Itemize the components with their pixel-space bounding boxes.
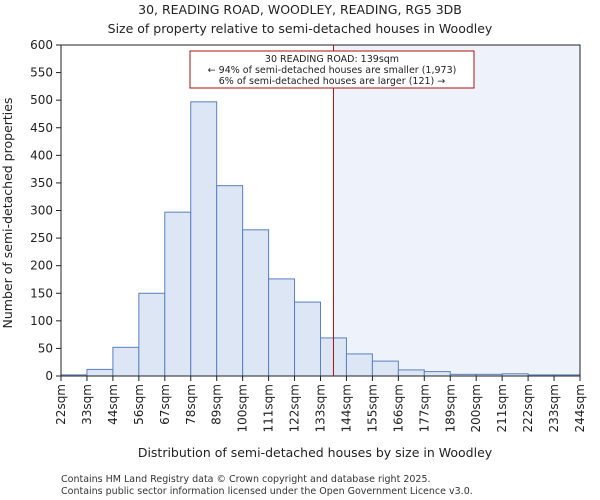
y-axis-ticks: 0 50 100 150 200 250 300 350 400 450 500 550 600: [30, 38, 61, 383]
x-tick-label: 189sqm: [443, 384, 457, 432]
x-tick-label: 144sqm: [339, 384, 353, 432]
bar-166sqm: [397, 369, 425, 377]
y-tick-label: 50: [38, 341, 53, 355]
y-tick-label: 600: [30, 38, 53, 52]
y-tick-label: 500: [30, 93, 53, 107]
y-tick-label: 100: [30, 314, 53, 328]
y-axis-label: Number of semi-detached properties: [0, 98, 15, 329]
x-tick-label: 44sqm: [106, 384, 120, 425]
x-tick-label: 133sqm: [314, 384, 328, 432]
chart-subtitle: Size of property relative to semi-detach…: [108, 21, 493, 36]
footer-line-1: Contains HM Land Registry data © Crown c…: [61, 474, 431, 485]
x-tick-label: 166sqm: [391, 384, 405, 432]
x-tick-label: 100sqm: [236, 384, 250, 432]
x-tick-label: 78sqm: [184, 384, 198, 425]
x-tick-label: 122sqm: [288, 384, 302, 432]
bar-111sqm: [268, 278, 296, 377]
bar-67sqm: [164, 211, 192, 377]
bar-56sqm: [138, 292, 166, 377]
x-axis-label: Distribution of semi-detached houses by …: [138, 445, 493, 460]
x-tick-label: 22sqm: [54, 384, 68, 425]
x-axis-ticks: 22sqm 33sqm 44sqm 56sqm 67sqm 78sqm 89sqm 100sq…: [54, 376, 587, 432]
bar-33sqm: [86, 368, 114, 377]
y-tick-label: 250: [30, 231, 53, 245]
y-tick-label: 350: [30, 176, 53, 190]
x-tick-label: 155sqm: [365, 384, 379, 432]
x-tick-label: 222sqm: [521, 384, 535, 432]
y-tick-label: 400: [30, 148, 53, 162]
annotation-box: [189, 50, 475, 89]
annotation-line-2: ← 94% of semi-detached houses are smalle…: [208, 65, 457, 76]
x-tick-label: 177sqm: [417, 384, 431, 432]
y-tick-label: 450: [30, 121, 53, 135]
y-tick-label: 300: [30, 204, 53, 218]
x-tick-label: 233sqm: [547, 384, 561, 432]
bar-44sqm: [112, 346, 140, 377]
annotation-line-3: 6% of semi-detached houses are larger (1…: [219, 76, 446, 87]
x-tick-label: 67sqm: [158, 384, 172, 425]
bars: [60, 101, 581, 377]
footer-line-2: Contains public sector information licen…: [61, 486, 473, 497]
y-tick-label: 200: [30, 259, 53, 273]
bar-100sqm: [242, 229, 270, 377]
y-tick-label: 150: [30, 286, 53, 300]
bar-78sqm: [190, 101, 218, 377]
x-tick-label: 89sqm: [210, 384, 224, 425]
bar-144sqm: [345, 353, 373, 377]
chart-title: 30, READING ROAD, WOODLEY, READING, RG5 …: [138, 2, 462, 17]
bar-177sqm: [423, 371, 451, 377]
y-tick-label: 0: [45, 369, 53, 383]
bar-155sqm: [371, 360, 399, 377]
x-tick-label: 200sqm: [469, 384, 483, 432]
bar-122sqm: [294, 301, 321, 377]
x-tick-label: 211sqm: [495, 384, 509, 432]
annotation-line-1: 30 READING ROAD: 139sqm: [265, 54, 399, 65]
bar-89sqm: [216, 185, 244, 377]
larger-region-shade: [333, 45, 580, 376]
x-tick-label: 33sqm: [80, 384, 94, 425]
y-tick-label: 550: [30, 66, 53, 80]
x-tick-label: 244sqm: [573, 384, 587, 432]
x-tick-label: 111sqm: [262, 384, 276, 432]
x-tick-label: 56sqm: [132, 384, 146, 425]
